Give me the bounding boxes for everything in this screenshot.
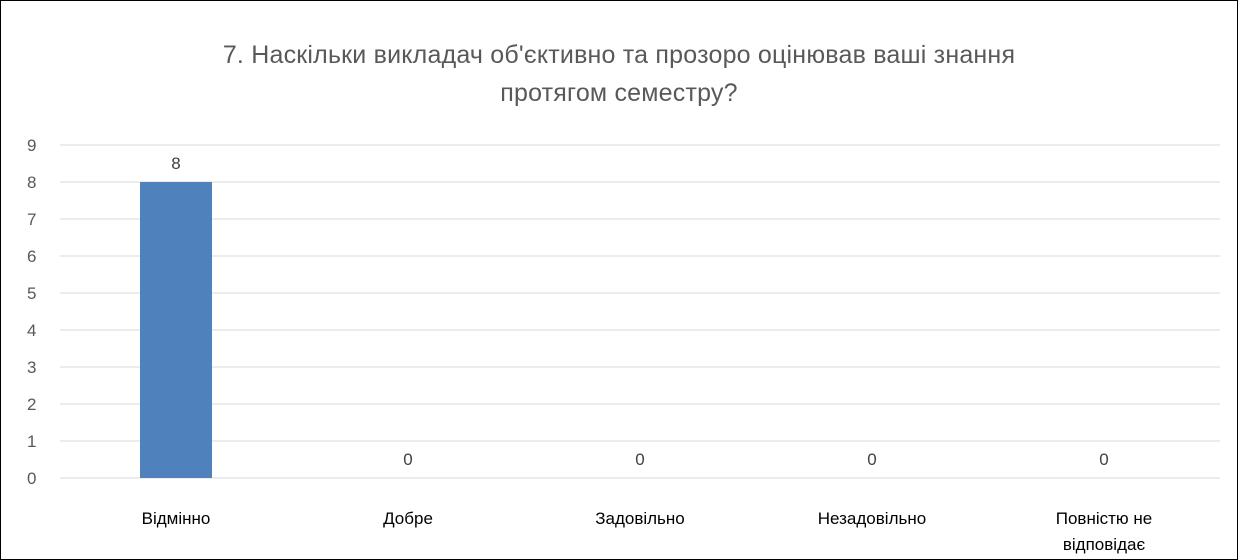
- y-tick-label: 2: [27, 395, 36, 414]
- chart-title: 7. Наскільки викладач об'єктивно та проз…: [0, 36, 1238, 112]
- data-label: 0: [403, 450, 412, 469]
- category-label: Відмінно: [142, 509, 211, 528]
- data-label: 0: [635, 450, 644, 469]
- y-tick-label: 8: [27, 173, 36, 192]
- y-tick-label: 3: [27, 358, 36, 377]
- y-axis-ticks: 0 1 2 3 4 5 6 7 8 9: [27, 136, 36, 488]
- category-label: Задовільно: [595, 509, 685, 528]
- data-label: 0: [1099, 450, 1108, 469]
- y-tick-label: 5: [27, 284, 36, 303]
- x-axis-categories: Відмінно Добре Задовільно Незадовільно Повні…: [142, 509, 1153, 554]
- bar: [140, 182, 212, 478]
- data-label: 8: [171, 154, 180, 173]
- data-labels: 8 0 0 0 0: [171, 154, 1108, 469]
- gridlines: [60, 144, 1220, 479]
- data-label: 0: [867, 450, 876, 469]
- y-tick-label: 1: [27, 432, 36, 451]
- chart-title-line-2: протягом семестру?: [500, 79, 738, 107]
- chart-title-line-1: 7. Наскільки викладач об'єктивно та проз…: [222, 41, 1016, 69]
- y-tick-label: 6: [27, 247, 36, 266]
- y-tick-label: 4: [27, 321, 36, 340]
- y-tick-label: 7: [27, 210, 36, 229]
- bars: [140, 182, 212, 478]
- category-label: Незадовільно: [818, 509, 926, 528]
- y-tick-label: 0: [27, 469, 36, 488]
- category-label: Добре: [383, 509, 433, 528]
- y-tick-label: 9: [27, 136, 36, 155]
- category-label: Повністю не: [1056, 509, 1152, 528]
- category-label: відповідає: [1063, 535, 1146, 554]
